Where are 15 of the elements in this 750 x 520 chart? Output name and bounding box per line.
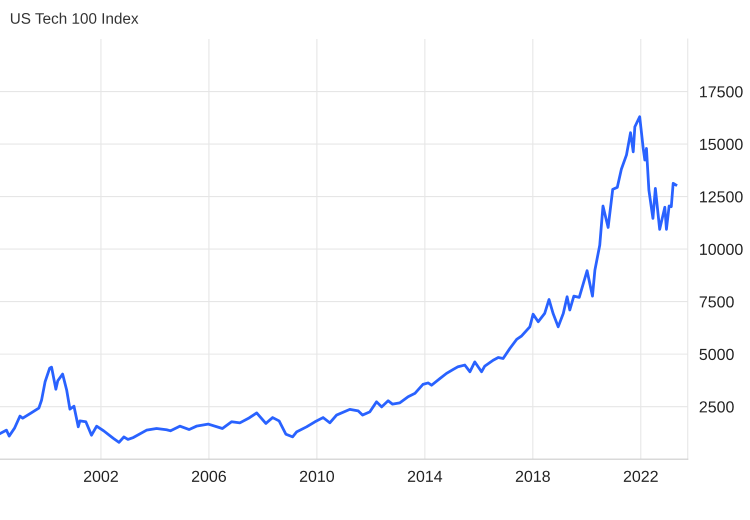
- line-series: [0, 115, 678, 444]
- y-tick-label: 2500: [700, 401, 734, 413]
- y-tick-label: 17500: [700, 86, 743, 98]
- x-tick-label: 2018: [516, 470, 550, 482]
- x-tick-label: 2002: [84, 470, 118, 482]
- y-tick-label: 5000: [700, 348, 734, 360]
- y-tick-label: 15000: [700, 138, 743, 150]
- chart-title: US Tech 100 Index: [10, 12, 138, 24]
- x-tick-label: 2014: [408, 470, 442, 482]
- x-tick-label: 2022: [624, 470, 658, 482]
- x-tick-label: 2006: [192, 470, 226, 482]
- y-tick-label: 10000: [700, 244, 743, 256]
- y-tick-label: 12500: [700, 191, 743, 203]
- y-tick-label: 7500: [700, 296, 734, 308]
- x-tick-label: 2010: [300, 470, 334, 482]
